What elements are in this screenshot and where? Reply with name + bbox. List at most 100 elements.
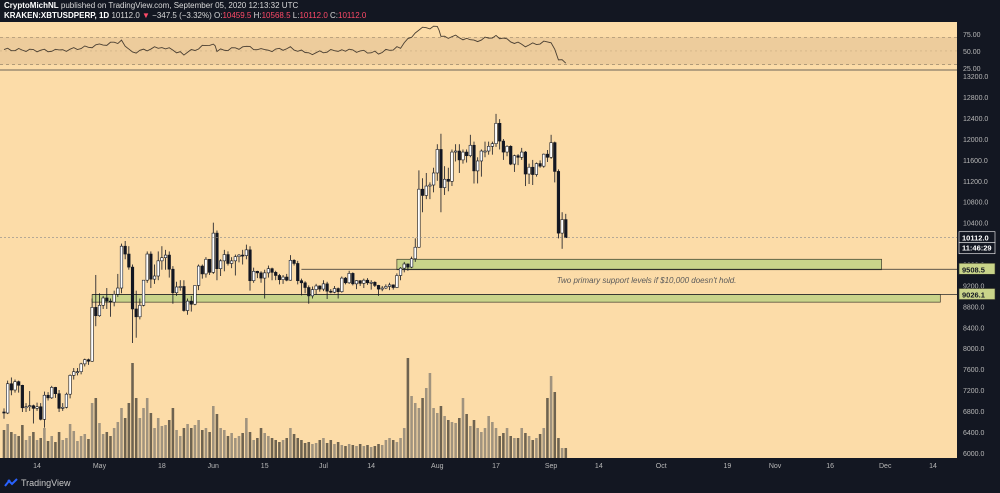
candle-body [329, 290, 333, 293]
symbol-label[interactable]: KRAKEN:XBTUSDPERP, 1D [4, 11, 110, 20]
candle-body [285, 276, 289, 281]
last-price: 10112.0 [111, 11, 140, 20]
time-tick-label: 14 [33, 463, 41, 470]
candle-body [450, 151, 454, 182]
price-chart[interactable]: 75.00 50.00 25.00 6000.0 6400.0 6800.0 7200.0 7… [0, 22, 1000, 474]
volume-bar [24, 440, 28, 458]
time-tick-label: 14 [595, 463, 603, 470]
candle-body [72, 371, 76, 376]
volume-bar [57, 432, 61, 458]
volume-bar [432, 408, 435, 458]
volume-bar [156, 418, 160, 458]
volume-bar [178, 436, 182, 458]
candle-body [494, 122, 498, 144]
candle-body [402, 263, 406, 269]
candle-body [270, 268, 274, 273]
volume-bar [39, 438, 43, 458]
volume-bar [200, 430, 204, 458]
chart-background [0, 22, 957, 458]
volume-bar [212, 406, 215, 458]
open-value: 10459.5 [222, 11, 252, 20]
candle-body [340, 277, 344, 292]
candle-body [94, 307, 98, 317]
candle-body [75, 371, 80, 374]
candle-body [68, 375, 72, 395]
time-tick-label: Jun [208, 463, 219, 470]
candle-body [413, 246, 417, 260]
tradingview-logo[interactable]: TradingView [4, 478, 71, 488]
candle-body [380, 287, 384, 290]
candle-body [112, 294, 116, 303]
volume-bar [94, 398, 98, 458]
candle-body [395, 275, 399, 288]
time-axis-background [0, 458, 957, 474]
volume-bar [219, 428, 222, 458]
volume-bar [142, 408, 145, 458]
volume-bar [204, 428, 208, 458]
author-name[interactable]: CryptoMichNL [4, 1, 59, 10]
volume-bar [300, 440, 303, 458]
volume-bar [527, 436, 531, 458]
candle-body [171, 268, 175, 294]
volume-bar [369, 447, 373, 458]
volume-bar [476, 428, 479, 458]
volume-bar [480, 432, 483, 458]
annotation-text[interactable]: Two primary support levels if $10,000 do… [557, 276, 737, 285]
volume-bar [542, 428, 546, 458]
candle-body [325, 283, 329, 292]
price-tick-label: 13200.0 [963, 74, 988, 81]
volume-bar [373, 446, 377, 458]
volume-bar [267, 436, 270, 458]
candle-body [332, 288, 337, 293]
candle-body [406, 263, 410, 268]
candle-body [186, 300, 190, 311]
volume-bar [362, 446, 366, 458]
candle-body [13, 381, 17, 391]
support-price-label: 9026.1 [962, 291, 985, 300]
volume-bar [21, 425, 24, 458]
footer: TradingView [0, 474, 1000, 493]
volume-bar [454, 423, 457, 458]
candle-body [149, 253, 153, 280]
candle-body [501, 140, 505, 153]
candle-body [439, 149, 443, 188]
volume-bar [101, 434, 105, 458]
volume-bar [50, 436, 54, 458]
candle-body [226, 254, 230, 264]
price-tick-label: 10400.0 [963, 221, 988, 228]
volume-bar [215, 414, 219, 458]
volume-bar [296, 438, 300, 458]
candle-body [509, 146, 513, 165]
candle-body [292, 260, 296, 264]
volume-bar [513, 438, 516, 458]
candle-body [64, 393, 69, 408]
price-tick-label: 11200.0 [963, 179, 988, 186]
volume-bar [524, 433, 527, 458]
volume-bar [153, 428, 156, 458]
candle-body [421, 188, 425, 196]
candle-body [516, 155, 520, 158]
candle-body [86, 359, 91, 362]
candle-body [53, 387, 57, 394]
volume-bar [105, 432, 109, 458]
candle-body [244, 249, 248, 256]
candle-body [46, 394, 50, 399]
volume-bars [2, 358, 568, 458]
volume-bar [90, 403, 94, 458]
candle-body [564, 219, 568, 239]
rsi-band [0, 37, 957, 65]
volume-bar [252, 440, 255, 458]
candle-body [545, 153, 550, 158]
volume-bar [120, 408, 123, 458]
candle-body [505, 146, 509, 153]
candle-body [252, 270, 256, 282]
candle-body [189, 300, 193, 305]
volume-bar [46, 441, 50, 458]
candle-body [130, 266, 135, 310]
candle-body [39, 406, 43, 420]
volume-bar [336, 442, 340, 458]
candle-body [108, 300, 113, 303]
candle-body [307, 287, 311, 297]
volume-bar [149, 413, 153, 458]
volume-bar [223, 430, 226, 458]
